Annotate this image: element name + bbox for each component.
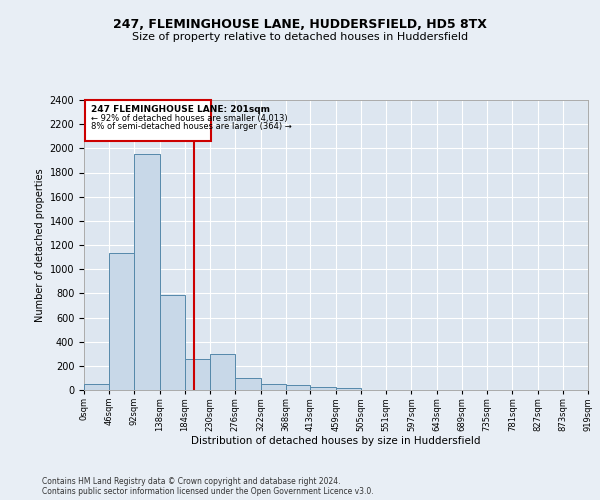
Bar xyxy=(286,385,310,390)
Bar xyxy=(235,378,260,390)
Text: Contains public sector information licensed under the Open Government Licence v3: Contains public sector information licen… xyxy=(42,487,374,496)
Text: 247 FLEMINGHOUSE LANE: 201sqm: 247 FLEMINGHOUSE LANE: 201sqm xyxy=(91,106,269,114)
Bar xyxy=(185,358,210,390)
Bar xyxy=(336,388,361,390)
Text: 8% of semi-detached houses are larger (364) →: 8% of semi-detached houses are larger (3… xyxy=(91,122,292,132)
Bar xyxy=(85,100,211,141)
Bar xyxy=(160,294,185,390)
Text: Contains HM Land Registry data © Crown copyright and database right 2024.: Contains HM Land Registry data © Crown c… xyxy=(42,477,341,486)
X-axis label: Distribution of detached houses by size in Huddersfield: Distribution of detached houses by size … xyxy=(191,436,481,446)
Text: 247, FLEMINGHOUSE LANE, HUDDERSFIELD, HD5 8TX: 247, FLEMINGHOUSE LANE, HUDDERSFIELD, HD… xyxy=(113,18,487,30)
Bar xyxy=(109,254,134,390)
Bar xyxy=(260,384,286,390)
Text: Size of property relative to detached houses in Huddersfield: Size of property relative to detached ho… xyxy=(132,32,468,42)
Y-axis label: Number of detached properties: Number of detached properties xyxy=(35,168,46,322)
Bar xyxy=(210,354,235,390)
Bar xyxy=(134,154,160,390)
Text: ← 92% of detached houses are smaller (4,013): ← 92% of detached houses are smaller (4,… xyxy=(91,114,287,123)
Bar xyxy=(310,387,336,390)
Bar xyxy=(84,384,109,390)
